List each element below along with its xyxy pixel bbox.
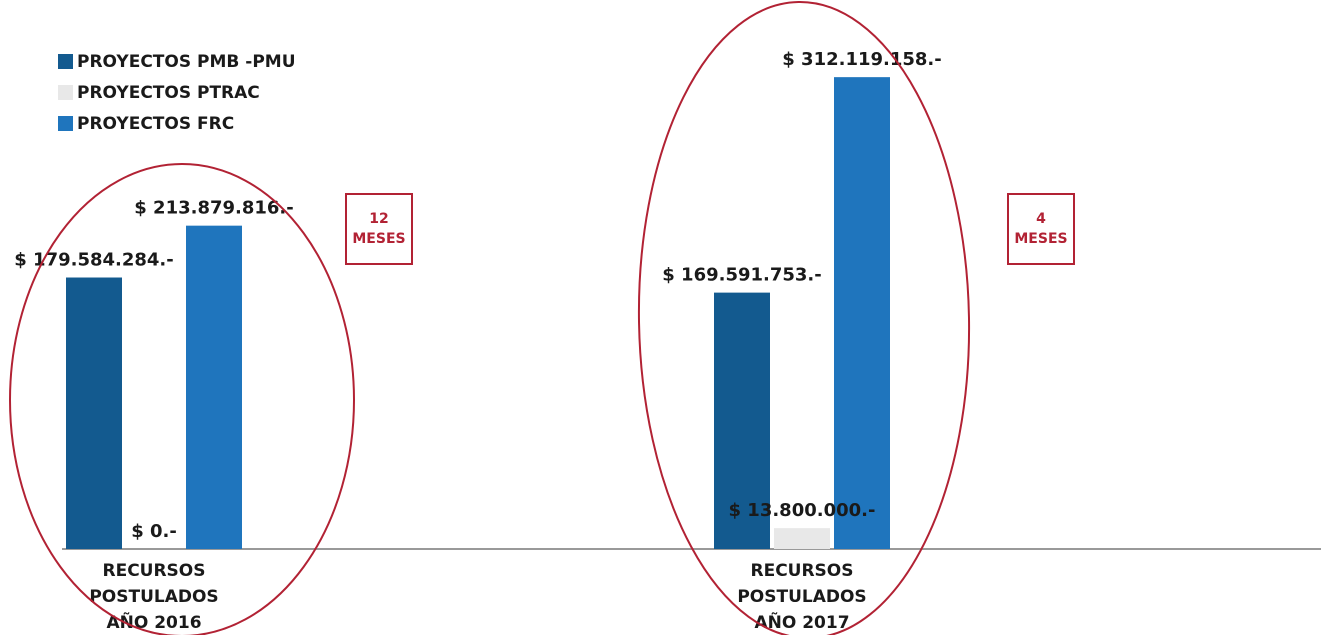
data-label-ptrac-2017: $ 13.800.000.- [729, 500, 876, 521]
bar-pmb-pmu-2016 [66, 277, 122, 549]
legend-label: PROYECTOS PMB -PMU [77, 51, 296, 72]
duration-unit: MESES [1014, 231, 1068, 247]
highlight-ellipse-2016 [9, 163, 355, 635]
legend-item-ptrac: PROYECTOS PTRAC [58, 77, 296, 108]
duration-number: 4 [1036, 211, 1046, 227]
legend-swatch-ptrac [58, 85, 73, 100]
category-label-line: RECURSOS [102, 561, 205, 581]
category-label-line: AÑO 2016 [106, 610, 201, 633]
bar-ptrac-2017 [774, 528, 830, 549]
category-label-line: POSTULADOS [737, 587, 866, 607]
duration-box-2017: 4 MESES [1007, 193, 1075, 265]
data-label-frc-2016: $ 213.879.816.- [134, 198, 294, 219]
bar-frc-2016 [186, 225, 242, 549]
duration-unit: MESES [352, 231, 406, 247]
data-label-ptrac-2016: $ 0.- [131, 521, 177, 542]
legend-item-frc: PROYECTOS FRC [58, 108, 296, 139]
data-label-pmb-pmu-2017: $ 169.591.753.- [662, 265, 822, 286]
duration-box-2016: 12 MESES [345, 193, 413, 265]
legend-swatch-frc [58, 116, 73, 131]
bar-frc-2017 [834, 77, 890, 550]
legend-item-pmb-pmu: PROYECTOS PMB -PMU [58, 46, 296, 77]
category-label-line: RECURSOS [750, 561, 853, 581]
data-label-pmb-pmu-2016: $ 179.584.284.- [14, 250, 174, 271]
chart-legend: PROYECTOS PMB -PMU PROYECTOS PTRAC PROYE… [58, 46, 296, 139]
legend-swatch-pmb-pmu [58, 54, 73, 69]
legend-label: PROYECTOS FRC [77, 113, 235, 134]
duration-number: 12 [369, 211, 389, 227]
category-label-line: AÑO 2017 [754, 610, 849, 633]
highlight-ellipse-2017 [637, 1, 971, 635]
legend-label: PROYECTOS PTRAC [77, 82, 260, 103]
bar-pmb-pmu-2017 [714, 292, 770, 549]
data-label-frc-2017: $ 312.119.158.- [782, 49, 942, 70]
category-label-line: POSTULADOS [89, 587, 218, 607]
